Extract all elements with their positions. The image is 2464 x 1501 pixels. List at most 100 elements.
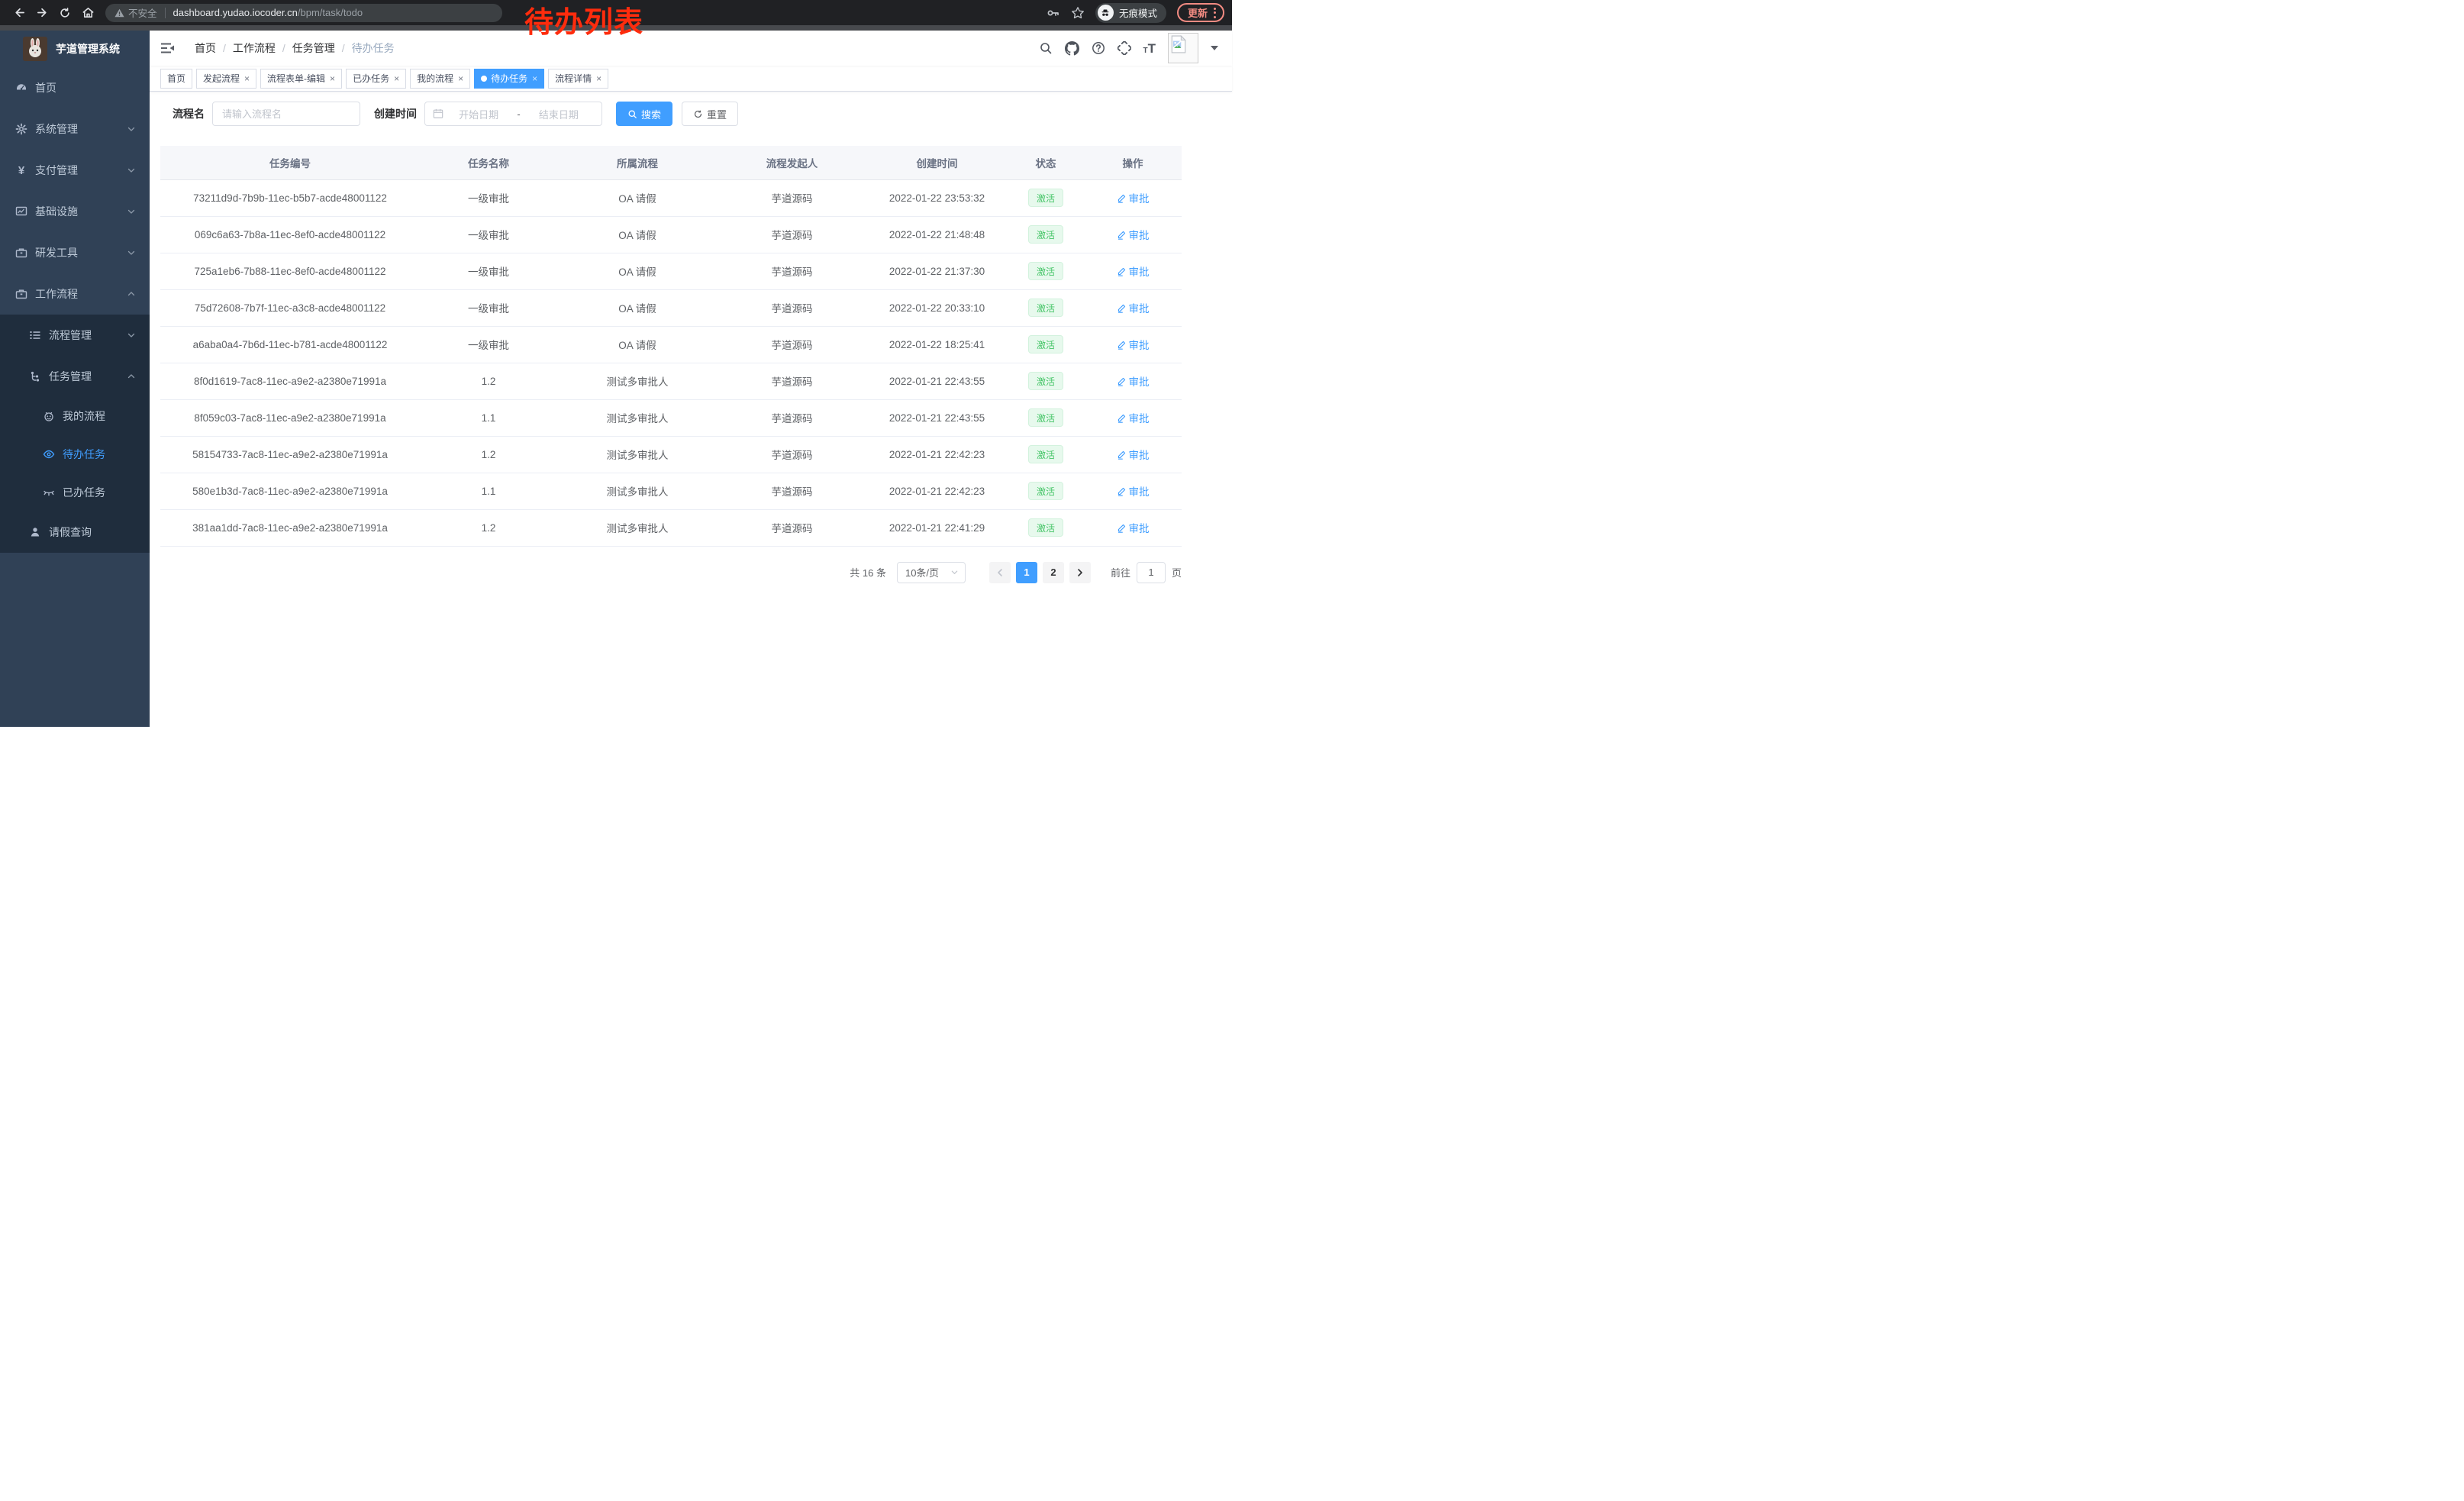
status-badge: 激活 bbox=[1027, 482, 1063, 500]
table-row: a6aba0a4-7b6d-11ec-b781-acde48001122 一级审… bbox=[160, 326, 1182, 363]
tab-2[interactable]: 流程表单-编辑 × bbox=[260, 68, 343, 89]
update-button[interactable]: 更新 bbox=[1176, 3, 1224, 22]
browser-home-button[interactable] bbox=[76, 3, 99, 23]
tab-label: 流程表单-编辑 bbox=[267, 73, 326, 84]
sidebar-item-label: 首页 bbox=[35, 82, 56, 94]
tab-close-icon[interactable]: × bbox=[532, 73, 538, 84]
sidebar-item-todo-tasks[interactable]: 待办任务 bbox=[0, 435, 150, 473]
table-row: 58154733-7ac8-11ec-a9e2-a2380e71991a 1.2… bbox=[160, 436, 1182, 473]
key-icon[interactable] bbox=[1047, 6, 1060, 20]
audit-link[interactable]: 审批 bbox=[1117, 300, 1150, 315]
help-icon[interactable] bbox=[1092, 41, 1105, 55]
tab-1[interactable]: 发起流程 × bbox=[196, 68, 257, 89]
tab-close-icon[interactable]: × bbox=[244, 73, 250, 84]
table-row: 069c6a63-7b8a-11ec-8ef0-acde48001122 一级审… bbox=[160, 216, 1182, 253]
sidebar-item-label: 我的流程 bbox=[63, 410, 105, 422]
sidebar-item-label: 请假查询 bbox=[49, 526, 92, 538]
browser-back-button[interactable] bbox=[8, 3, 31, 23]
page-button-2[interactable]: 2 bbox=[1042, 561, 1064, 583]
cell-process: OA 请假 bbox=[557, 216, 718, 253]
page-size-value: 10条/页 bbox=[905, 567, 940, 579]
fullscreen-icon[interactable] bbox=[1117, 41, 1131, 55]
table-row: 73211d9d-7b9b-11ec-b5b7-acde48001122 一级审… bbox=[160, 179, 1182, 217]
next-page-button[interactable] bbox=[1069, 561, 1091, 583]
audit-link[interactable]: 审批 bbox=[1117, 447, 1150, 462]
audit-link[interactable]: 审批 bbox=[1117, 373, 1150, 389]
sidebar-item-leave-query[interactable]: 请假查询 bbox=[0, 512, 150, 553]
breadcrumb: 首页 / 工作流程 / 任务管理 / 待办任务 bbox=[195, 40, 395, 56]
cell-task-name: 一级审批 bbox=[420, 326, 557, 363]
audit-link[interactable]: 审批 bbox=[1117, 520, 1150, 535]
date-range-picker[interactable]: 开始日期 - 结束日期 bbox=[424, 102, 602, 126]
col-process: 所属流程 bbox=[557, 146, 718, 180]
security-chip[interactable]: 不安全 bbox=[114, 5, 157, 20]
cell-status: 激活 bbox=[1008, 216, 1084, 253]
cell-created: 2022-01-21 22:42:23 bbox=[866, 436, 1008, 473]
header-search-icon[interactable] bbox=[1039, 41, 1053, 55]
back-icon bbox=[15, 8, 24, 18]
sidebar-item-process-mgmt[interactable]: 流程管理 bbox=[0, 315, 150, 356]
tab-5[interactable]: 待办任务 × bbox=[474, 68, 545, 89]
sidebar-item-system[interactable]: 系统管理 bbox=[0, 108, 150, 150]
audit-link[interactable]: 审批 bbox=[1117, 410, 1150, 425]
audit-link[interactable]: 审批 bbox=[1117, 190, 1150, 205]
browser-forward-button[interactable] bbox=[31, 3, 53, 23]
browser-menu-icon[interactable] bbox=[1214, 7, 1216, 18]
sidebar-item-task-mgmt[interactable]: 任务管理 bbox=[0, 356, 150, 397]
github-icon[interactable] bbox=[1064, 40, 1079, 56]
tab-6[interactable]: 流程详情 × bbox=[548, 68, 609, 89]
pen-icon bbox=[1118, 487, 1125, 496]
search-button[interactable]: 搜索 bbox=[616, 102, 673, 126]
sidebar-logo-row[interactable]: 芋道管理系统 bbox=[0, 31, 150, 67]
audit-link[interactable]: 审批 bbox=[1117, 227, 1150, 242]
reset-button[interactable]: 重置 bbox=[682, 102, 739, 126]
browser-reload-button[interactable] bbox=[53, 3, 76, 23]
breadcrumb-home[interactable]: 首页 bbox=[195, 42, 216, 54]
breadcrumb-separator: / bbox=[223, 42, 226, 54]
person-icon bbox=[29, 526, 41, 538]
tab-3[interactable]: 已办任务 × bbox=[346, 68, 407, 89]
tab-4[interactable]: 我的流程 × bbox=[410, 68, 471, 89]
cell-actions: 审批 bbox=[1084, 363, 1182, 400]
end-date-placeholder[interactable]: 结束日期 bbox=[538, 108, 579, 121]
cell-process: 测试多审批人 bbox=[557, 436, 718, 473]
audit-link[interactable]: 审批 bbox=[1117, 483, 1150, 499]
sidebar-item-my-process[interactable]: 我的流程 bbox=[0, 397, 150, 435]
sidebar-collapse-button[interactable] bbox=[161, 41, 176, 55]
sidebar-item-devtools[interactable]: 研发工具 bbox=[0, 232, 150, 273]
sidebar-item-workflow[interactable]: 工作流程 bbox=[0, 273, 150, 315]
tab-close-icon[interactable]: × bbox=[394, 73, 400, 84]
breadcrumb-task-mgmt[interactable]: 任务管理 bbox=[292, 42, 335, 54]
url-bar[interactable]: 不安全 dashboard.yudao.iocoder.cn/bpm/task/… bbox=[105, 3, 502, 22]
tab-close-icon[interactable]: × bbox=[596, 73, 602, 84]
avatar[interactable] bbox=[1168, 33, 1198, 63]
sidebar-item-infra[interactable]: 基础设施 bbox=[0, 191, 150, 232]
audit-link[interactable]: 审批 bbox=[1117, 263, 1150, 279]
page-button-1[interactable]: 1 bbox=[1015, 561, 1037, 583]
tab-close-icon[interactable]: × bbox=[330, 73, 336, 84]
process-name-input[interactable] bbox=[212, 102, 360, 126]
tab-close-icon[interactable]: × bbox=[458, 73, 464, 84]
sidebar-item-label: 待办任务 bbox=[63, 448, 105, 460]
page-size-select[interactable]: 10条/页 bbox=[896, 561, 966, 583]
tab-0[interactable]: 首页 × bbox=[160, 68, 193, 89]
breadcrumb-separator: / bbox=[282, 42, 285, 54]
sidebar-item-done-tasks[interactable]: 已办任务 bbox=[0, 473, 150, 512]
bookmark-star-icon[interactable] bbox=[1071, 6, 1085, 20]
breadcrumb-workflow[interactable]: 工作流程 bbox=[232, 42, 276, 54]
date-range-separator: - bbox=[517, 108, 521, 120]
prev-page-button[interactable] bbox=[989, 561, 1011, 583]
tree-icon bbox=[29, 370, 41, 383]
cell-process: OA 请假 bbox=[557, 289, 718, 327]
sidebar-item-home[interactable]: 首页 bbox=[0, 67, 150, 108]
cell-status: 激活 bbox=[1008, 363, 1084, 400]
goto-page-input[interactable] bbox=[1136, 561, 1166, 583]
audit-link[interactable]: 审批 bbox=[1117, 337, 1150, 352]
start-date-placeholder[interactable]: 开始日期 bbox=[459, 108, 499, 121]
cell-actions: 审批 bbox=[1084, 289, 1182, 327]
sidebar-item-payment[interactable]: ¥ 支付管理 bbox=[0, 150, 150, 191]
cell-status: 激活 bbox=[1008, 436, 1084, 473]
cell-task-name: 1.1 bbox=[420, 473, 557, 510]
avatar-dropdown-caret[interactable] bbox=[1211, 46, 1218, 50]
